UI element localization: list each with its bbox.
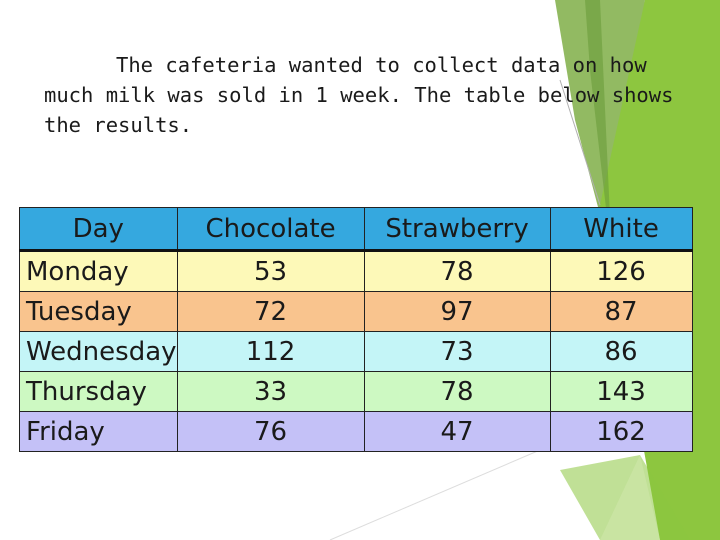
cell-day: Tuesday [19,291,178,332]
cell-white: 86 [549,331,693,372]
cell-chocolate: 33 [176,371,365,412]
milk-sales-table: Day Chocolate Strawberry White Monday 53… [19,207,693,452]
table-row: Tuesday 72 97 87 [19,291,693,332]
cell-day: Friday [19,411,178,452]
cell-white: 87 [549,291,693,332]
decor-line [559,79,601,206]
cell-day: Wednesday [19,331,178,372]
cell-day: Monday [19,250,178,292]
table-header-row: Day Chocolate Strawberry White [19,207,693,252]
header-strawberry: Strawberry [363,207,551,252]
table-row: Wednesday 112 73 86 [19,331,693,372]
cell-strawberry: 73 [363,331,551,372]
cell-chocolate: 53 [176,250,365,292]
decor-line-bottom [329,449,541,540]
table-row: Friday 76 47 162 [19,411,693,452]
green-accent-bottom-light [600,455,660,540]
table-row: Monday 53 78 126 [19,250,693,292]
cell-chocolate: 72 [176,291,365,332]
intro-paragraph: The cafeteria wanted to collect data on … [44,50,684,140]
cell-day: Thursday [19,371,178,412]
cell-white: 126 [549,250,693,292]
header-chocolate: Chocolate [176,207,365,252]
green-accent-mid [585,0,612,260]
cell-white: 162 [549,411,693,452]
header-white: White [549,207,693,252]
cell-strawberry: 47 [363,411,551,452]
cell-strawberry: 78 [363,371,551,412]
cell-white: 143 [549,371,693,412]
cell-chocolate: 112 [176,331,365,372]
intro-text: The cafeteria wanted to collect data on … [44,53,674,137]
cell-strawberry: 78 [363,250,551,292]
header-day: Day [19,207,178,252]
cell-chocolate: 76 [176,411,365,452]
cell-strawberry: 97 [363,291,551,332]
table-row: Thursday 33 78 143 [19,371,693,412]
